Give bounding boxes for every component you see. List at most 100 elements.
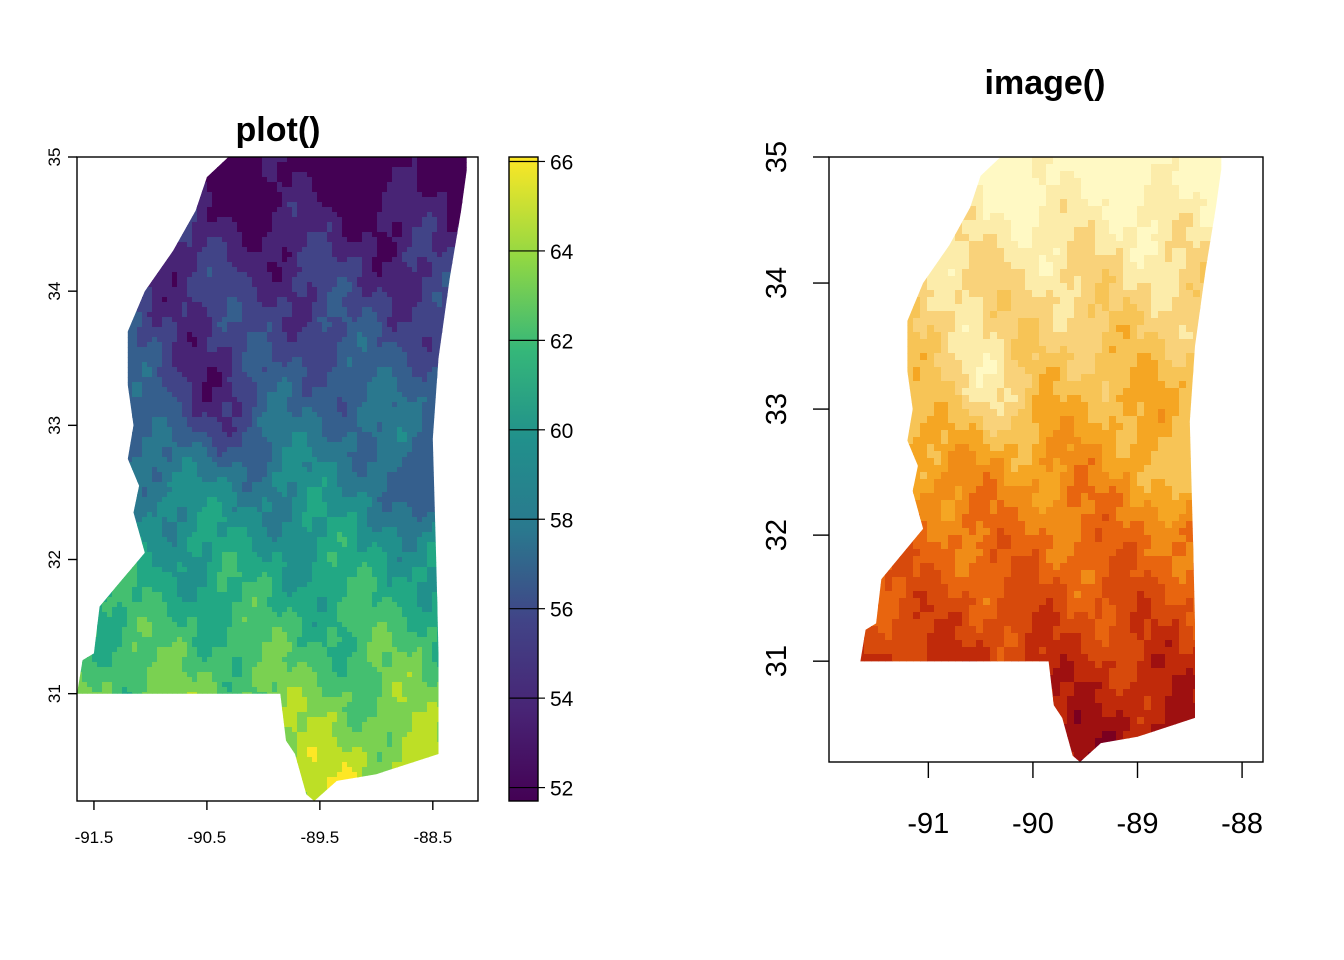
raster-cell xyxy=(247,397,253,403)
raster-cell xyxy=(312,167,318,173)
raster-cell xyxy=(272,337,278,343)
raster-cell xyxy=(282,402,288,408)
raster-cell xyxy=(97,452,103,458)
raster-cell xyxy=(157,402,163,408)
raster-cell xyxy=(412,182,418,188)
raster-cell xyxy=(207,292,213,298)
raster-cell xyxy=(452,387,458,393)
raster-cell xyxy=(272,332,278,338)
raster-cell xyxy=(402,392,408,398)
raster-cell xyxy=(117,242,123,248)
raster-cell xyxy=(442,452,448,458)
raster-cell xyxy=(277,297,283,303)
raster-cell xyxy=(302,182,308,188)
raster-cell xyxy=(337,282,343,288)
raster-cell xyxy=(277,457,283,463)
raster-cell xyxy=(137,462,143,468)
raster-cell xyxy=(247,262,253,268)
raster-cell xyxy=(247,192,253,198)
raster-cell xyxy=(337,317,343,323)
raster-cell xyxy=(387,432,393,438)
raster-cell xyxy=(232,407,238,413)
raster-cell xyxy=(197,312,203,318)
raster-cell xyxy=(292,452,298,458)
raster-cell xyxy=(392,287,398,293)
raster-cell xyxy=(172,197,178,203)
raster-cell xyxy=(237,362,243,368)
raster-cell xyxy=(92,217,98,223)
raster-cell xyxy=(177,442,183,448)
raster-cell xyxy=(452,162,458,168)
raster-cell xyxy=(342,412,348,418)
raster-cell xyxy=(297,392,303,398)
raster-cell xyxy=(212,442,218,448)
raster-cell xyxy=(232,387,238,393)
raster-cell xyxy=(412,407,418,413)
raster-cell xyxy=(247,362,253,368)
raster-cell xyxy=(117,297,123,303)
raster-cell xyxy=(162,192,168,198)
raster-cell xyxy=(322,402,328,408)
raster-cell xyxy=(347,282,353,288)
raster-cell xyxy=(112,372,118,378)
raster-cell xyxy=(172,407,178,413)
raster-cell xyxy=(302,297,308,303)
raster-cell xyxy=(187,312,193,318)
raster-cell xyxy=(82,182,88,188)
raster-cell xyxy=(222,222,228,228)
raster-cell xyxy=(362,302,368,308)
raster-cell xyxy=(372,297,378,303)
raster-cell xyxy=(127,267,133,273)
raster-cell xyxy=(432,452,438,458)
raster-cell xyxy=(302,302,308,308)
raster-cell xyxy=(282,447,288,453)
raster-cell xyxy=(352,367,358,373)
raster-cell xyxy=(432,372,438,378)
raster-cell xyxy=(277,332,283,338)
raster-cell xyxy=(297,222,303,228)
raster-cell xyxy=(317,282,323,288)
raster-cell xyxy=(367,427,373,433)
raster-cell xyxy=(177,182,183,188)
raster-cell xyxy=(77,462,83,468)
raster-cell xyxy=(222,157,228,163)
raster-cell xyxy=(202,192,208,198)
raster-cell xyxy=(117,277,123,283)
raster-cell xyxy=(292,367,298,373)
raster-cell xyxy=(337,432,343,438)
raster-cell xyxy=(207,237,213,243)
raster-cell xyxy=(427,332,433,338)
raster-cell xyxy=(427,297,433,303)
raster-cell xyxy=(217,262,223,268)
raster-cell xyxy=(142,472,148,478)
raster-cell xyxy=(287,307,293,313)
raster-cell xyxy=(217,372,223,378)
raster-cell xyxy=(372,347,378,353)
raster-cell xyxy=(402,427,408,433)
raster-cell xyxy=(157,382,163,388)
raster-cell xyxy=(187,317,193,323)
raster-cell xyxy=(447,167,453,173)
raster-cell xyxy=(252,277,258,283)
raster-cell xyxy=(422,402,428,408)
raster-cell xyxy=(302,462,308,468)
raster-cell xyxy=(272,317,278,323)
raster-cell xyxy=(112,377,118,383)
raster-cell xyxy=(212,287,218,293)
raster-cell xyxy=(92,362,98,368)
raster-cell xyxy=(402,417,408,423)
raster-cell xyxy=(457,467,463,473)
raster-cell xyxy=(307,282,313,288)
raster-cell xyxy=(382,277,388,283)
raster-cell xyxy=(232,432,238,438)
raster-cell xyxy=(347,202,353,208)
raster-cell xyxy=(102,262,108,268)
raster-cell xyxy=(292,357,298,363)
raster-cell xyxy=(112,257,118,263)
raster-cell xyxy=(87,232,93,238)
raster-cell xyxy=(202,452,208,458)
raster-cell xyxy=(182,282,188,288)
raster-cell xyxy=(362,307,368,313)
raster-cell xyxy=(82,332,88,338)
raster-cell xyxy=(192,297,198,303)
